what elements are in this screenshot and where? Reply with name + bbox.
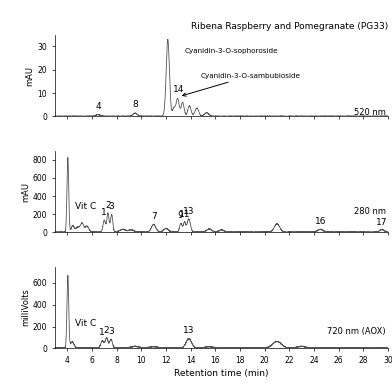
- Text: 280 nm: 280 nm: [354, 207, 386, 216]
- X-axis label: Retention time (min): Retention time (min): [174, 369, 269, 378]
- Text: 16: 16: [314, 217, 326, 226]
- Text: 1: 1: [101, 208, 107, 217]
- Text: 8: 8: [132, 101, 138, 110]
- Text: 7: 7: [151, 212, 156, 221]
- Text: 2: 2: [103, 326, 109, 335]
- Text: 3: 3: [109, 202, 114, 211]
- Text: 13: 13: [183, 207, 195, 216]
- Text: 3: 3: [108, 327, 114, 336]
- Text: 17: 17: [376, 218, 388, 227]
- Text: 9: 9: [178, 211, 183, 221]
- Text: Cyanidin-3-O-sambubioside: Cyanidin-3-O-sambubioside: [183, 73, 301, 96]
- Text: Vit C: Vit C: [74, 202, 96, 211]
- Y-axis label: mAU: mAU: [21, 182, 30, 202]
- Text: 1: 1: [99, 329, 105, 337]
- Text: 720 nm (AOX): 720 nm (AOX): [327, 327, 386, 336]
- Y-axis label: milliVolts: milliVolts: [21, 289, 30, 326]
- Text: 4: 4: [95, 102, 101, 111]
- Text: 520 nm: 520 nm: [354, 108, 386, 118]
- Text: 14: 14: [173, 85, 185, 94]
- Y-axis label: mAU: mAU: [26, 66, 35, 86]
- Text: Ribena Raspberry and Pomegranate (PG33): Ribena Raspberry and Pomegranate (PG33): [191, 22, 388, 31]
- Text: 2: 2: [105, 201, 111, 210]
- Text: Vit C: Vit C: [74, 319, 96, 328]
- Text: 11: 11: [179, 210, 190, 219]
- Text: Cyanidin-3-O-sophoroside: Cyanidin-3-O-sophoroside: [185, 48, 278, 54]
- Text: 13: 13: [183, 326, 194, 335]
